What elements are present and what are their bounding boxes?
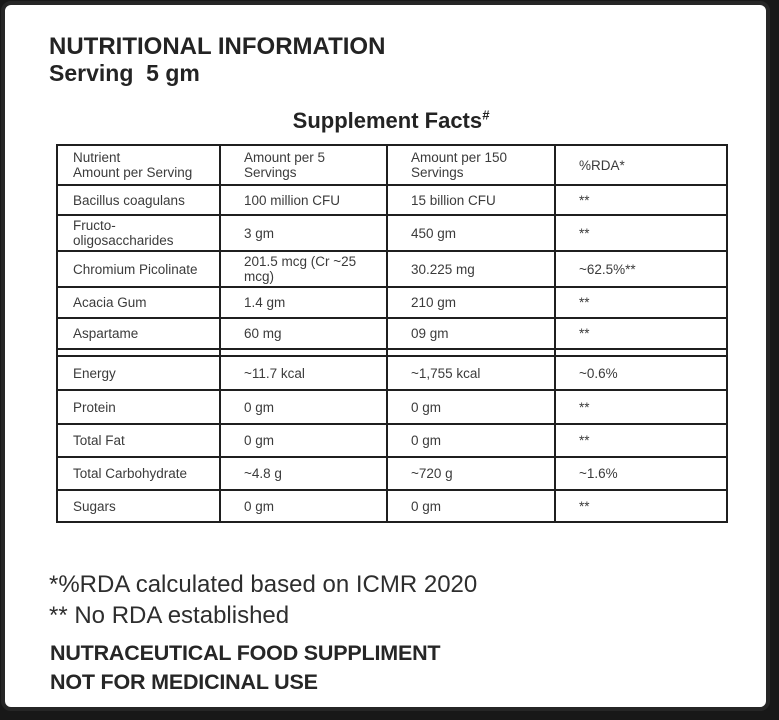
per150-cell: 0 gm — [386, 423, 556, 458]
group-gap-cell — [56, 349, 221, 356]
title-block: NUTRITIONAL INFORMATION Serving 5 gm — [49, 33, 385, 86]
column-header-rda: %RDA* — [554, 144, 728, 186]
rda-cell: ** — [554, 184, 728, 216]
footnotes: *%RDA calculated based on ICMR 2020 ** N… — [49, 569, 477, 631]
table-row: Total Fat 0 gm 0 gm ** — [56, 423, 728, 458]
rda-cell: ** — [554, 214, 728, 252]
main-title: NUTRITIONAL INFORMATION — [49, 33, 386, 60]
rda-cell: ~62.5%** — [554, 250, 728, 288]
per150-cell: ~720 g — [386, 456, 556, 491]
per5-cell: 0 gm — [219, 489, 388, 523]
rda-cell: ** — [554, 389, 728, 425]
table-row: Chromium Picolinate 201.5 mcg (Cr ~25 mcg… — [56, 250, 728, 288]
rda-cell: ** — [554, 286, 728, 319]
nutrient-cell: Protein — [56, 389, 221, 425]
rda-cell: ~0.6% — [554, 355, 728, 391]
footnote-no-rda: ** No RDA established — [49, 602, 290, 629]
footer-statement: NUTRACEUTICAL FOOD SUPPLIMENT NOT FOR ME… — [50, 639, 441, 697]
nutrient-cell: Sugars — [56, 489, 221, 523]
rda-cell: ~1.6% — [554, 456, 728, 491]
supplement-facts-table: Nutrient Amount per Serving Amount per 5… — [56, 144, 728, 523]
per150-cell: ~1,755 kcal — [386, 355, 556, 391]
group-gap-cell — [219, 349, 388, 356]
per5-cell: ~4.8 g — [219, 456, 388, 491]
table-row: Aspartame 60 mg 09 gm ** — [56, 317, 728, 350]
facts-superscript-mark: # — [482, 107, 490, 123]
per5-cell: 3 gm — [219, 214, 388, 252]
per5-cell: 60 mg — [219, 317, 388, 350]
table-row: Sugars 0 gm 0 gm ** — [56, 489, 728, 523]
per150-cell: 09 gm — [386, 317, 556, 350]
table-row: Fructo- oligosaccharides 3 gm 450 gm ** — [56, 214, 728, 252]
footer-line-supplement: NUTRACEUTICAL FOOD SUPPLIMENT — [50, 641, 441, 665]
per5-cell: 100 million CFU — [219, 184, 388, 216]
supplement-facts-text: Supplement Facts — [292, 108, 483, 133]
nutrition-label: NUTRITIONAL INFORMATION Serving 5 gm Sup… — [1, 1, 770, 711]
rda-cell: ** — [554, 423, 728, 458]
nutrient-cell: Energy — [56, 355, 221, 391]
header-row: Nutrient Amount per Serving Amount per 5… — [56, 144, 728, 186]
nutrient-cell: Total Fat — [56, 423, 221, 458]
per150-cell: 15 billion CFU — [386, 184, 556, 216]
column-header-nutrient: Nutrient Amount per Serving — [56, 144, 221, 186]
table-body: Bacillus coagulans 100 million CFU 15 bill… — [56, 184, 728, 523]
per150-cell: 0 gm — [386, 489, 556, 523]
nutrient-cell: Fructo- oligosaccharides — [56, 214, 221, 252]
footer-line-medicinal: NOT FOR MEDICINAL USE — [50, 670, 318, 694]
table-row: Protein 0 gm 0 gm ** — [56, 389, 728, 425]
nutrient-cell: Bacillus coagulans — [56, 184, 221, 216]
nutrient-cell: Aspartame — [56, 317, 221, 350]
serving-size: Serving 5 gm — [49, 60, 200, 86]
table-row: Bacillus coagulans 100 million CFU 15 bill… — [56, 184, 728, 216]
table-row: Total Carbohydrate ~4.8 g ~720 g ~1.6% — [56, 456, 728, 491]
per5-cell: ~11.7 kcal — [219, 355, 388, 391]
per5-cell: 1.4 gm — [219, 286, 388, 319]
per5-cell: 0 gm — [219, 389, 388, 425]
group-gap-row — [56, 349, 728, 356]
nutrient-cell: Acacia Gum — [56, 286, 221, 319]
per150-cell: 210 gm — [386, 286, 556, 319]
nutrient-cell: Chromium Picolinate — [56, 250, 221, 288]
column-header-per150: Amount per 150 Servings — [386, 144, 556, 186]
column-header-per5: Amount per 5 Servings — [219, 144, 388, 186]
nutrient-cell: Total Carbohydrate — [56, 456, 221, 491]
supplement-facts-title: Supplement Facts# — [56, 108, 726, 134]
footnote-rda: *%RDA calculated based on ICMR 2020 — [49, 571, 478, 598]
rda-cell: ** — [554, 317, 728, 350]
per150-cell: 0 gm — [386, 389, 556, 425]
per150-cell: 30.225 mg — [386, 250, 556, 288]
group-gap-cell — [386, 349, 556, 356]
per5-cell: 0 gm — [219, 423, 388, 458]
table-row: Energy ~11.7 kcal ~1,755 kcal ~0.6% — [56, 355, 728, 391]
per5-cell: 201.5 mcg (Cr ~25 mcg) — [219, 250, 388, 288]
per150-cell: 450 gm — [386, 214, 556, 252]
table-header: Nutrient Amount per Serving Amount per 5… — [56, 144, 728, 186]
rda-cell: ** — [554, 489, 728, 523]
table-row: Acacia Gum 1.4 gm 210 gm ** — [56, 286, 728, 319]
group-gap-cell — [554, 349, 728, 356]
